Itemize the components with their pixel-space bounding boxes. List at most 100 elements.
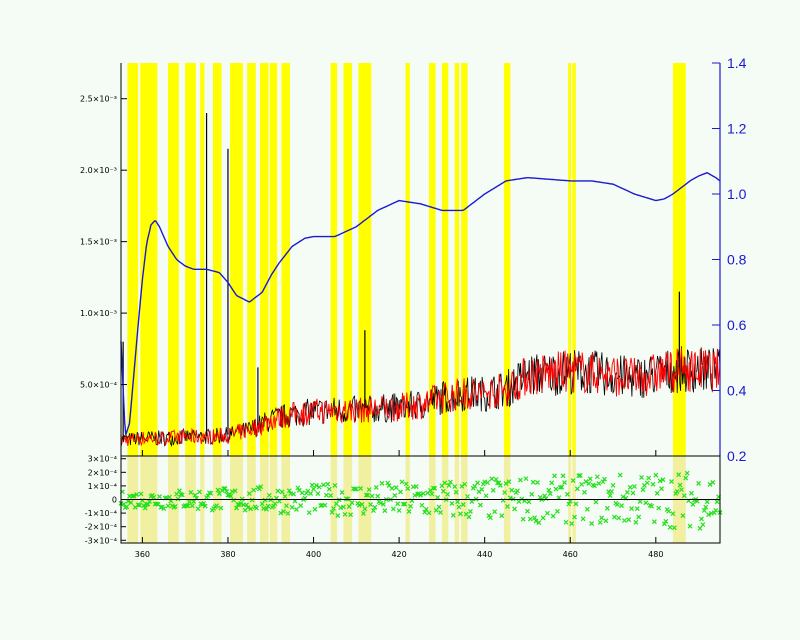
- residual-point: [519, 496, 525, 502]
- residual-point: [700, 522, 706, 528]
- x-tick-label: 400: [306, 550, 321, 559]
- residual-point: [690, 502, 696, 507]
- residual-point: [339, 490, 345, 495]
- residual-point: [375, 493, 381, 499]
- residual-point: [328, 493, 334, 498]
- masked-region: [247, 63, 256, 456]
- residual-point: [315, 491, 321, 497]
- residual-point: [291, 491, 296, 497]
- residual-point: [520, 516, 526, 522]
- residual-point: [189, 503, 195, 509]
- residual-point: [489, 476, 495, 482]
- masked-region: [568, 63, 572, 456]
- residual-point: [184, 503, 190, 509]
- residual-point: [583, 479, 589, 485]
- residual-point: [643, 500, 649, 506]
- residual-point: [586, 481, 592, 486]
- residual-point: [289, 504, 295, 510]
- residual-point: [341, 504, 346, 510]
- residual-point: [187, 499, 192, 505]
- residual-point: [604, 505, 610, 511]
- masked-region: [358, 63, 372, 456]
- residual-point: [380, 501, 386, 507]
- residual-point: [687, 523, 693, 529]
- residual-point: [398, 489, 403, 495]
- masked-region: [429, 63, 436, 456]
- residual-point: [353, 486, 359, 492]
- residual-point: [218, 505, 224, 511]
- residual-point: [195, 506, 201, 512]
- residual-point: [616, 515, 622, 521]
- residual-point: [550, 513, 556, 519]
- residual-point: [373, 485, 379, 490]
- residual-point: [369, 493, 375, 499]
- right-tick-label: 0.6: [727, 317, 747, 333]
- residual-point: [622, 518, 627, 523]
- residual-point: [707, 482, 713, 487]
- x-tick-labels: 360 380 400 420 440 460 480: [135, 550, 664, 559]
- residual-point: [331, 506, 336, 511]
- residual-point: [165, 503, 171, 509]
- residual-point: [161, 506, 167, 511]
- residual-point: [446, 483, 452, 488]
- masked-region: [230, 63, 243, 456]
- residual-point: [408, 503, 413, 509]
- residual-point: [639, 475, 644, 480]
- residual-point: [684, 470, 690, 476]
- residual-point: [626, 517, 632, 523]
- residual-point: [530, 479, 536, 485]
- residual-point: [346, 504, 352, 509]
- residual-point: [192, 492, 198, 498]
- residual-point: [285, 510, 291, 516]
- residual-point: [592, 483, 597, 489]
- residual-point: [403, 481, 409, 487]
- residual-point: [479, 487, 485, 492]
- residual-point: [701, 508, 707, 513]
- residual-point: [589, 521, 595, 527]
- residual-point: [596, 481, 602, 486]
- residual-point: [674, 488, 680, 494]
- residual-point: [552, 473, 557, 479]
- masked-region: [461, 63, 468, 456]
- residual-point: [348, 512, 354, 518]
- residual-point: [259, 501, 265, 507]
- residual-point: [128, 500, 134, 506]
- residual-point: [523, 476, 529, 482]
- residual-point: [634, 506, 640, 512]
- residual-point: [505, 504, 510, 509]
- residual-tick-label: 0: [112, 496, 117, 505]
- residual-point: [597, 520, 603, 525]
- residual-point: [258, 484, 264, 490]
- residual-point: [570, 478, 576, 483]
- residual-point: [572, 514, 577, 520]
- residual-point: [435, 494, 441, 500]
- residual-point: [345, 496, 351, 502]
- residual-point: [573, 501, 579, 507]
- residual-point: [430, 485, 436, 491]
- residual-point: [135, 502, 141, 508]
- residual-point: [352, 486, 358, 492]
- residual-point: [669, 479, 674, 484]
- residual-point: [265, 503, 271, 509]
- residual-point: [224, 488, 229, 494]
- residual-point: [560, 473, 566, 479]
- residual-point: [321, 482, 326, 488]
- residual-point: [372, 504, 378, 510]
- residual-point: [667, 524, 673, 530]
- residual-point: [624, 489, 630, 495]
- masked-region: [269, 63, 278, 456]
- residual-point: [282, 493, 288, 499]
- residual-point: [202, 503, 208, 509]
- residual-point: [506, 479, 512, 485]
- residual-point: [651, 519, 657, 525]
- residual-point: [167, 494, 172, 500]
- residual-point: [563, 519, 569, 525]
- residual-point: [333, 501, 339, 507]
- residual-point: [262, 497, 268, 503]
- residual-point: [671, 525, 677, 531]
- residual-point: [131, 493, 137, 499]
- residual-point: [517, 477, 523, 483]
- residual-point: [574, 486, 580, 492]
- x-tick-label: 360: [135, 550, 150, 559]
- residual-point: [704, 499, 710, 505]
